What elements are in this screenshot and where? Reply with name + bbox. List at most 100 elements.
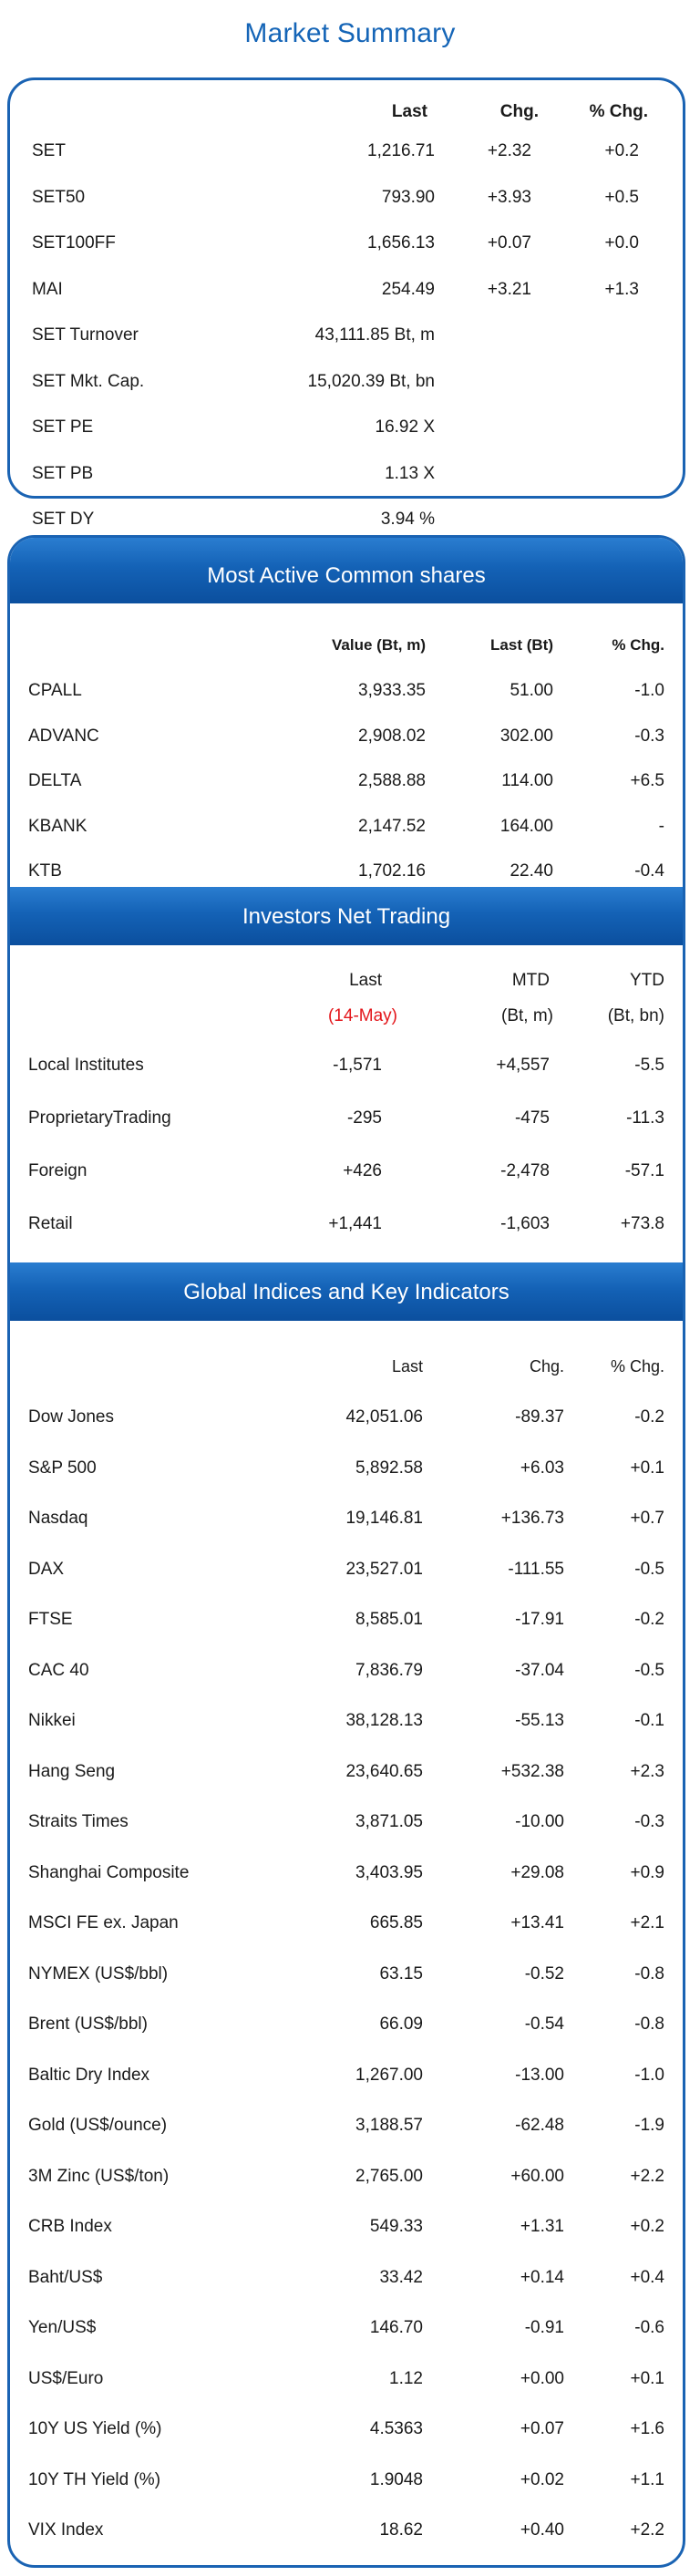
cell-chg: +0.00: [520, 2368, 564, 2388]
row-label: Local Institutes: [28, 1056, 144, 1075]
table-row: Straits Times 3,871.05 -10.00 -0.3: [10, 1808, 683, 1836]
table-row: SET50 793.90 +3.93 +0.5: [10, 184, 683, 211]
table-row: Dow Jones 42,051.06 -89.37 -0.2: [10, 1404, 683, 1431]
row-label: Baht/US$: [28, 2267, 103, 2287]
col-last: Last: [391, 1357, 423, 1376]
table-row: S&P 500 5,892.58 +6.03 +0.1: [10, 1455, 683, 1482]
cell-last: 63.15: [379, 1963, 423, 1984]
table-row: CPALL 3,933.35 51.00 -1.0: [10, 677, 683, 705]
row-label: VIX Index: [28, 2520, 104, 2540]
cell-chg: -10.00: [515, 1812, 564, 1831]
row-label: SET100FF: [32, 233, 116, 252]
cell-chg: +0.02: [520, 2469, 564, 2489]
table-row: Brent (US$/bbl) 66.09 -0.54 -0.8: [10, 2011, 683, 2038]
row-label: US$/Euro: [28, 2368, 104, 2388]
cell-pct: -0.2: [634, 1407, 664, 1427]
table-row: Gold (US$/ounce) 3,188.57 -62.48 -1.9: [10, 2112, 683, 2139]
cell-value: 1,702.16: [358, 861, 426, 881]
cell-last: -295: [346, 1108, 382, 1128]
cell-chg: +60.00: [510, 2166, 564, 2186]
cell-last: 18.62: [379, 2520, 423, 2540]
cell-value: 2,147.52: [358, 816, 426, 836]
row-label: Shanghai Composite: [28, 1862, 190, 1882]
table-row: Foreign +426 -2,478 -57.1: [10, 1158, 683, 1185]
col-last-bt: Last (Bt): [490, 636, 553, 654]
col-pct-chg: % Chg.: [589, 102, 648, 121]
row-label: ProprietaryTrading: [28, 1108, 171, 1128]
cell-ytd: -11.3: [626, 1108, 664, 1128]
row-label: Dow Jones: [28, 1407, 114, 1427]
col-pct-chg: % Chg.: [610, 1357, 664, 1376]
table-row: FTSE 8,585.01 -17.91 -0.2: [10, 1606, 683, 1633]
row-label: KBANK: [28, 816, 88, 836]
table-row: SET Turnover 43,111.85 Bt, m: [10, 322, 683, 349]
investors-mtd-unit: (Bt, m): [501, 1006, 553, 1025]
table-row: 3M Zinc (US$/ton) 2,765.00 +60.00 +2.2: [10, 2163, 683, 2190]
table-row: 10Y TH Yield (%) 1.9048 +0.02 +1.1: [10, 2467, 683, 2494]
cell-chg: +3.93: [487, 187, 531, 207]
cell-last: 38,128.13: [345, 1711, 423, 1730]
table-row: Baltic Dry Index 1,267.00 -13.00 -1.0: [10, 2062, 683, 2089]
table-row: NYMEX (US$/bbl) 63.15 -0.52 -0.8: [10, 1961, 683, 1988]
cell-last: 16.92 X: [375, 417, 436, 437]
cell-pct: +0.4: [630, 2267, 664, 2287]
cell-chg: +13.41: [510, 1913, 564, 1932]
cell-pct: -0.4: [634, 861, 664, 881]
cell-last: -1,571: [333, 1056, 382, 1075]
cell-last: +1,441: [328, 1214, 382, 1233]
cell-chg: +1.31: [520, 2217, 564, 2236]
cell-pct: +0.2: [630, 2217, 664, 2236]
row-label: SET Turnover: [32, 325, 139, 345]
main-panel: Most Active Common shares Value (Bt, m) …: [7, 535, 685, 2568]
cell-pct: -: [658, 816, 664, 836]
table-row: 10Y US Yield (%) 4.5363 +0.07 +1.6: [10, 2416, 683, 2443]
cell-pct: +2.2: [630, 2166, 664, 2186]
table-row: Local Institutes -1,571 +4,557 -5.5: [10, 1052, 683, 1079]
cell-last: 3,403.95: [355, 1862, 423, 1882]
row-label: Gold (US$/ounce): [28, 2116, 168, 2135]
investors-column-header: Last MTD YTD: [10, 967, 683, 994]
row-label: Nikkei: [28, 1711, 76, 1730]
table-row: SET PE 16.92 X: [10, 414, 683, 441]
table-row: Shanghai Composite 3,403.95 +29.08 +0.9: [10, 1860, 683, 1887]
investors-header-band: Investors Net Trading: [10, 887, 683, 945]
table-row: Nikkei 38,128.13 -55.13 -0.1: [10, 1707, 683, 1735]
page-title: Market Summary: [244, 18, 456, 48]
cell-last: 23,527.01: [345, 1559, 423, 1579]
cell-last: 23,640.65: [345, 1761, 423, 1781]
row-label: SET50: [32, 187, 86, 207]
global-column-header: Last Chg. % Chg.: [10, 1353, 683, 1380]
investors-subheader: (14-May) (Bt, m) (Bt, bn): [10, 1003, 683, 1030]
col-chg: Chg.: [529, 1357, 564, 1376]
row-label: Retail: [28, 1214, 73, 1233]
table-row: KTB 1,702.16 22.40 -0.4: [10, 858, 683, 885]
row-label: CAC 40: [28, 1660, 89, 1680]
cell-pct: -1.0: [634, 681, 664, 700]
cell-chg: -37.04: [515, 1660, 564, 1680]
cell-last: 1.12: [389, 2368, 423, 2388]
cell-last: 114.00: [501, 771, 553, 790]
cell-pct: -0.3: [634, 726, 664, 746]
table-row: ADVANC 2,908.02 302.00 -0.3: [10, 723, 683, 750]
cell-value: 2,908.02: [358, 726, 426, 746]
row-label: Nasdaq: [28, 1509, 88, 1528]
investors-date: (14-May): [327, 1006, 397, 1025]
row-label: Baltic Dry Index: [28, 2065, 150, 2085]
table-row: SET Mkt. Cap. 15,020.39 Bt, bn: [10, 368, 683, 396]
cell-pct: +0.0: [604, 233, 639, 252]
cell-last: 3,871.05: [355, 1812, 423, 1831]
cell-last: 1.13 X: [385, 463, 435, 483]
cell-chg: +6.03: [520, 1458, 564, 1478]
row-label: ADVANC: [28, 726, 99, 746]
row-label: SET PB: [32, 463, 94, 483]
cell-pct: -0.1: [634, 1711, 664, 1730]
cell-chg: -0.52: [524, 1963, 564, 1984]
cell-chg: +0.07: [520, 2419, 564, 2438]
cell-last: 7,836.79: [355, 1660, 423, 1680]
col-mtd: MTD: [511, 971, 550, 990]
cell-last: 66.09: [379, 2014, 423, 2034]
cell-last: 164.00: [499, 816, 553, 836]
cell-chg: +136.73: [500, 1509, 564, 1528]
global-title: Global Indices and Key Indicators: [183, 1280, 510, 1304]
cell-last: 22.40: [510, 861, 553, 881]
